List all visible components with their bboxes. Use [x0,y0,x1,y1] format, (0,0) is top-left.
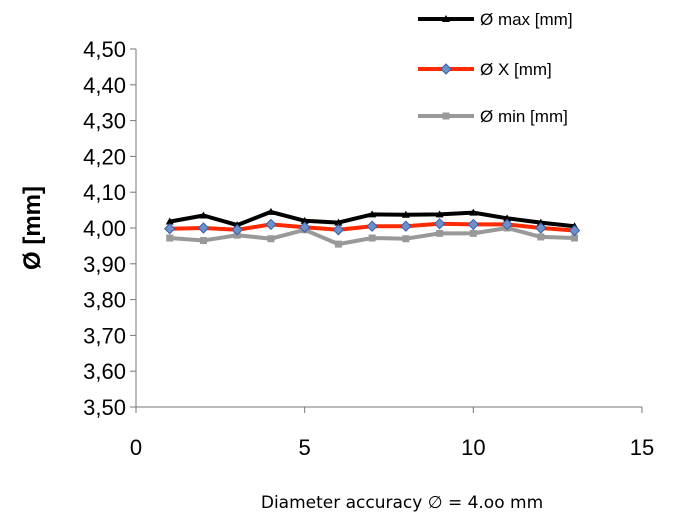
data-point [503,214,512,222]
y-axis-label: Ø [mm] [19,186,46,270]
legend-marker [440,63,452,75]
data-point [298,221,311,233]
data-point [334,240,342,248]
y-tick-label: 4,10 [83,180,126,205]
y-tick-label: 4,50 [83,37,126,62]
y-tick-label: 4,30 [83,109,126,134]
y-tick-label: 3,50 [83,395,126,420]
data-point [366,220,378,232]
axes: 3,50 3,60 3,70 3,80 3,90 4,00 4,10 4,20 4,30 4,40… [83,37,654,460]
data-point [433,217,446,230]
data-point [535,222,547,234]
data-point [231,224,243,236]
y-tick-label: 3,80 [83,288,126,313]
y-tick-label: 3,70 [83,323,126,348]
data-point [266,207,275,215]
data-point [334,218,343,226]
data-point [536,218,545,226]
data-point [165,217,174,225]
data-point [300,216,309,224]
data-point [267,235,275,243]
y-tick-label: 4,20 [83,144,126,169]
data-point [467,218,480,231]
data-point [469,229,477,237]
x-tick-label: 0 [130,435,142,460]
data-point [332,224,345,236]
legend-label: Ø max [mm] [480,10,573,29]
x-axis-label: Diameter accuracy ∅ = 4.oo mm [261,493,543,513]
y-tick-label: 4,40 [83,73,126,98]
data-point [435,210,444,218]
y-tick-label: 4,00 [83,216,126,241]
data-point [402,235,410,243]
legend-label: Ø X [mm] [480,60,552,79]
data-point [400,220,412,232]
data-point [469,208,478,216]
y-tick-label: 3,90 [83,252,126,277]
series-x [164,217,581,237]
x-tick-label: 5 [299,435,311,460]
legend-marker [442,15,450,22]
data-point [164,223,176,235]
legend-entry: Ø X [mm] [418,60,552,79]
x-tick-label: 10 [461,435,485,460]
data-point [199,237,207,245]
data-point [436,229,444,237]
data-point [368,210,377,218]
legend: Ø max [mm] Ø X [mm] Ø min [mm] [418,10,573,126]
data-point [401,210,410,218]
legend-entry: Ø min [mm] [418,107,568,126]
data-point [197,222,210,234]
x-tick-label: 15 [630,435,654,460]
series-layer [164,207,581,248]
legend-marker [442,112,450,120]
legend-entry: Ø max [mm] [418,10,573,29]
data-point [265,218,277,231]
data-point [571,234,579,242]
data-point [199,211,208,219]
data-point [368,234,376,242]
legend-label: Ø min [mm] [480,107,568,126]
y-tick-label: 3,60 [83,359,126,384]
data-point [537,233,545,241]
data-point [166,234,174,242]
data-point [501,218,513,231]
data-point [568,224,581,237]
